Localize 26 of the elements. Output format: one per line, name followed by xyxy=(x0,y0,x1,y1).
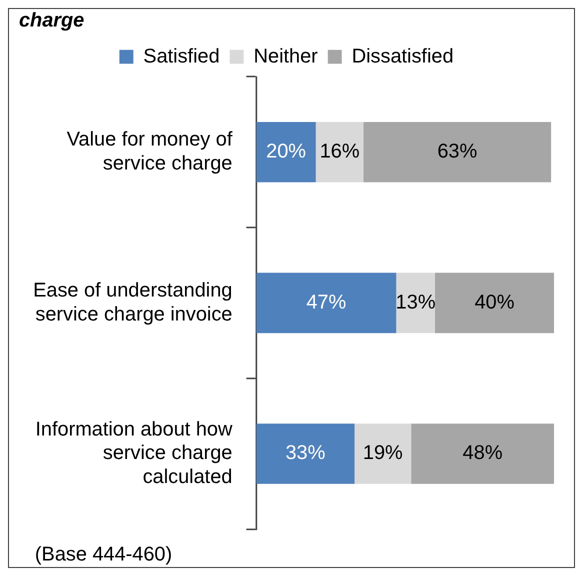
data-label: 40% xyxy=(474,291,514,314)
data-label: 63% xyxy=(437,140,478,163)
bar xyxy=(256,122,316,182)
legend-label: Satisfied xyxy=(143,45,220,68)
bar xyxy=(434,272,554,334)
y-tick-label: Ease of understanding service charge invoice xyxy=(33,279,232,326)
bar xyxy=(411,424,554,484)
legend-label: Dissatisfied xyxy=(352,45,454,68)
bar xyxy=(256,424,355,484)
bar xyxy=(363,122,552,182)
bar xyxy=(396,272,435,334)
data-label: 33% xyxy=(285,442,326,464)
data-label: 20% xyxy=(266,140,306,163)
data-label: 19% xyxy=(362,442,403,464)
data-label: 16% xyxy=(320,140,360,163)
data-label: 47% xyxy=(306,291,346,314)
bar xyxy=(316,122,364,182)
bar xyxy=(354,424,412,484)
data-label: 48% xyxy=(462,442,503,464)
text: (Base 444-460) xyxy=(34,544,172,566)
legend-label: Neither xyxy=(254,45,318,68)
y-tick-label: Information about how service charge calculated xyxy=(35,418,233,488)
y-tick-label: Value for money of service charge xyxy=(66,128,233,175)
text: charge xyxy=(18,9,84,32)
bar xyxy=(256,272,396,334)
data-label: 13% xyxy=(396,291,436,314)
